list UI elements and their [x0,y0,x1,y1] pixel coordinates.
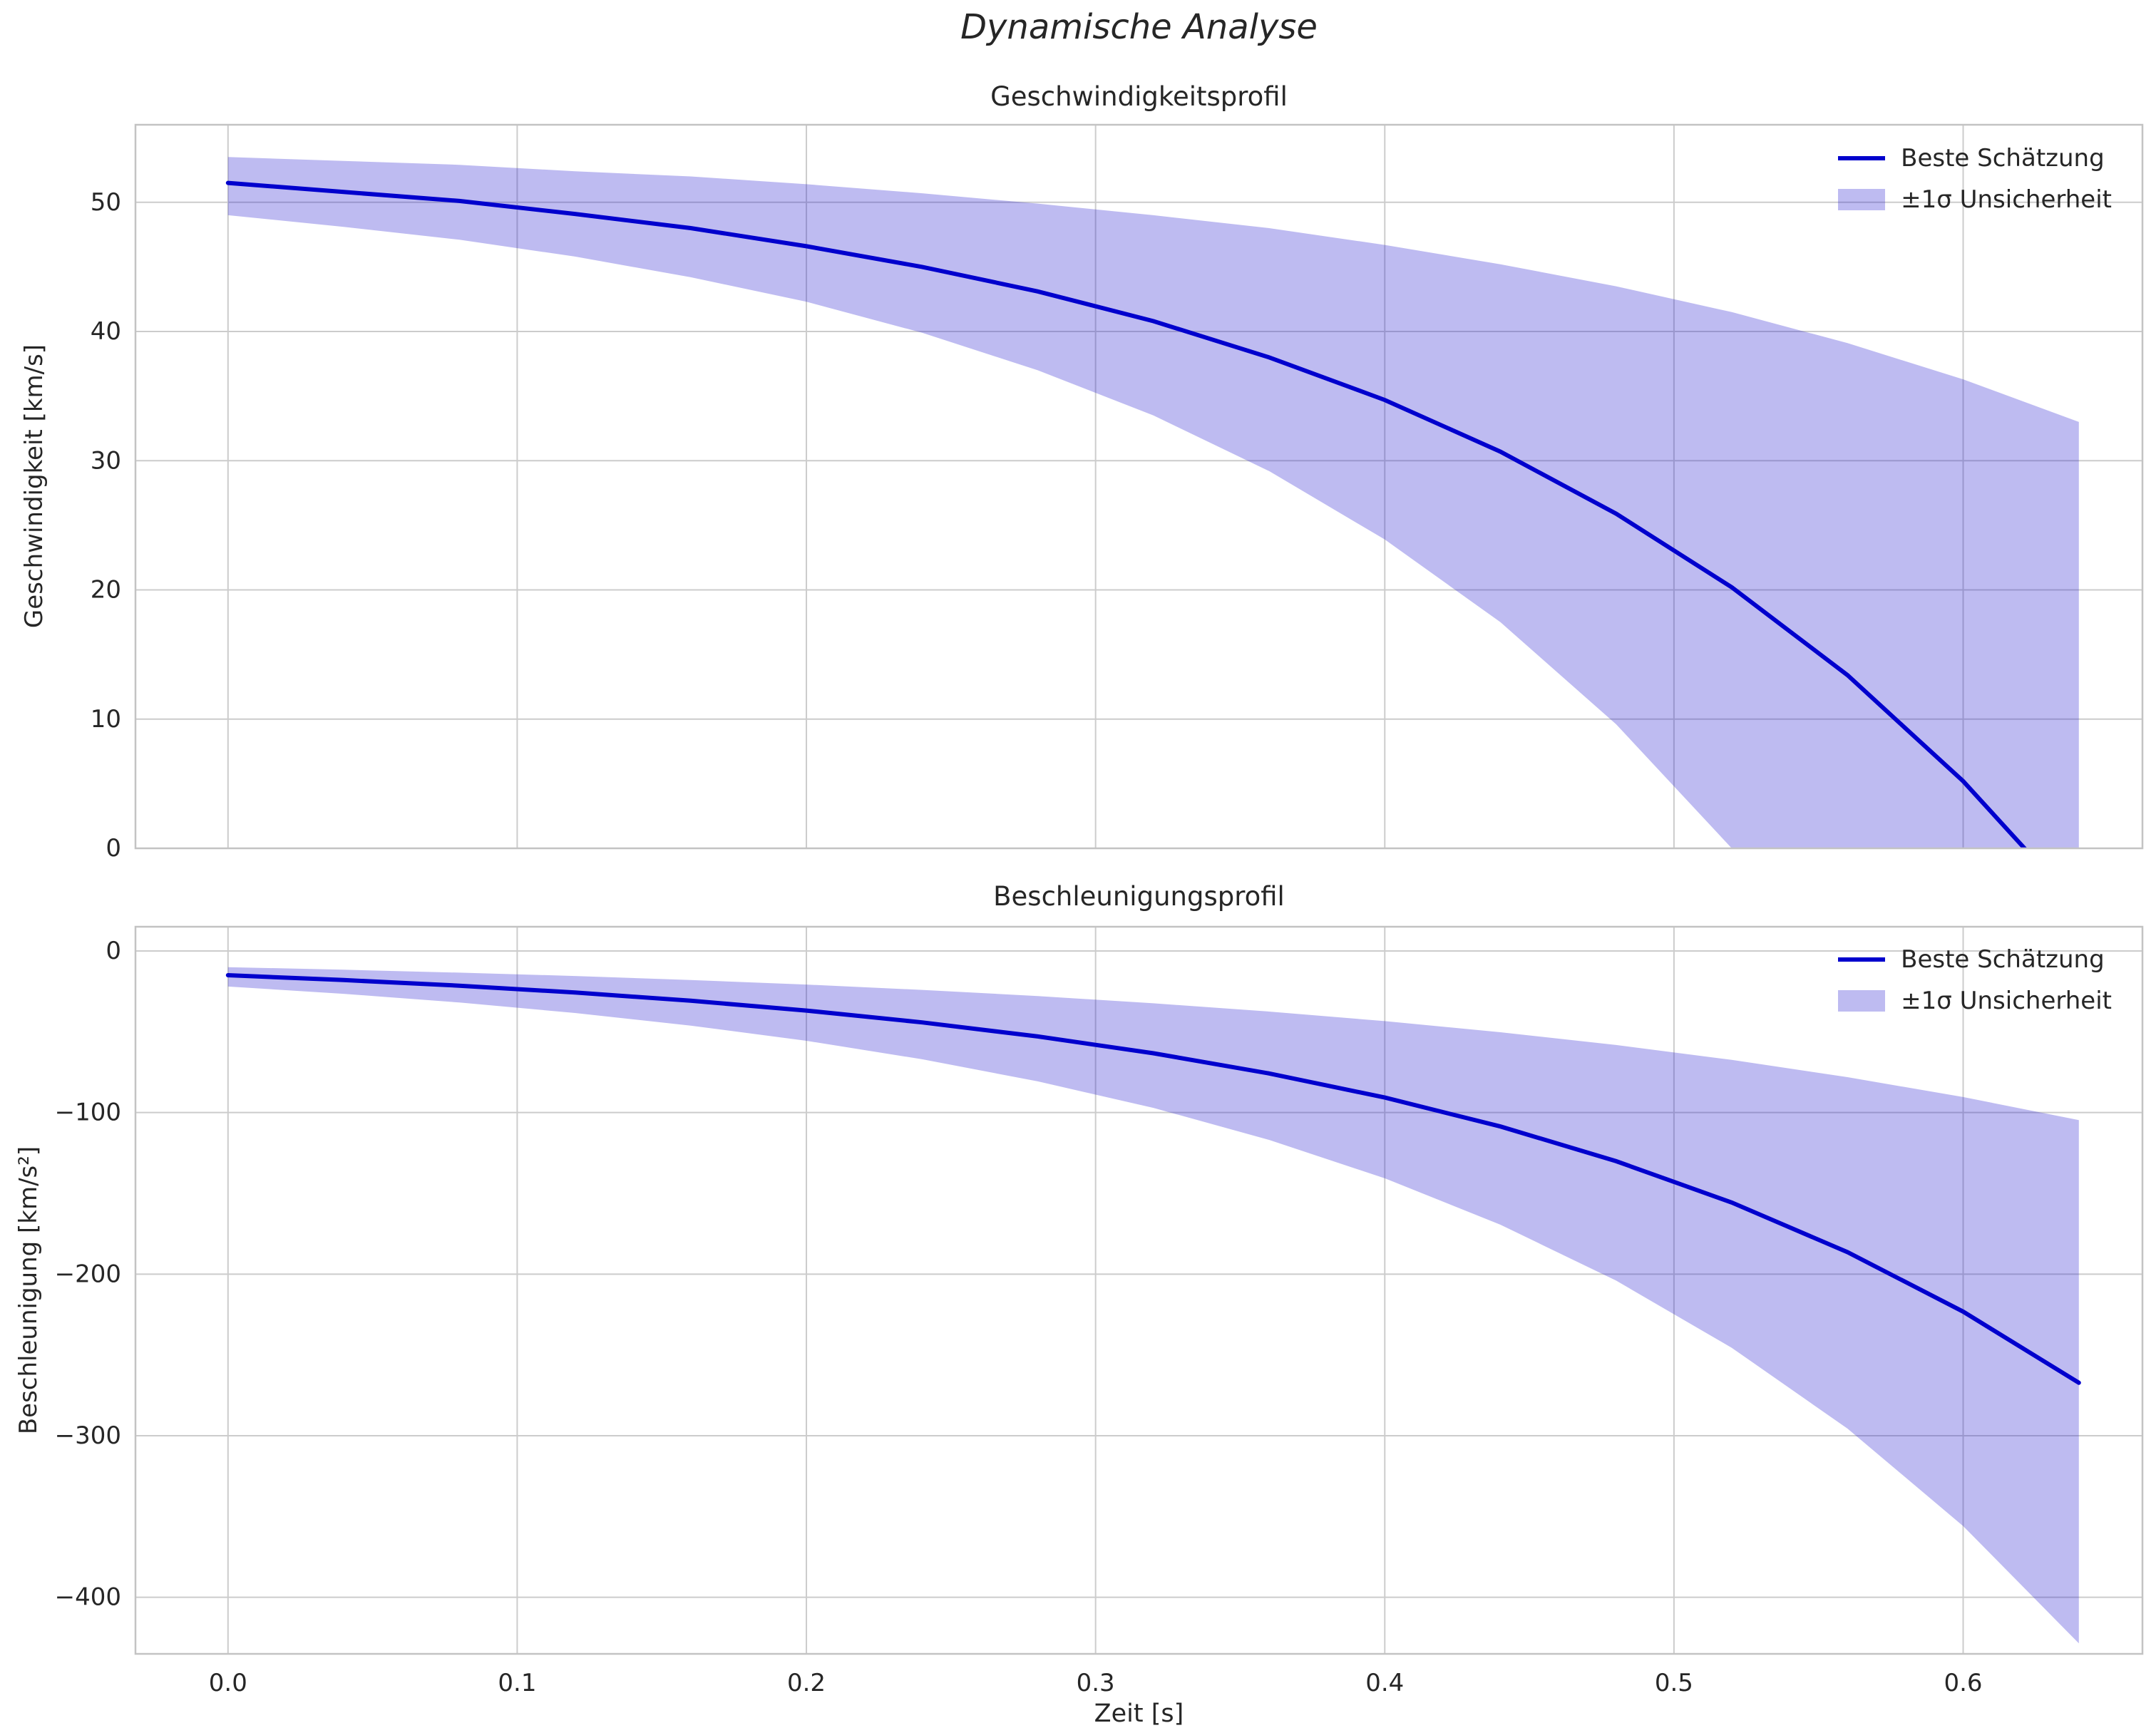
y-tick-label: 40 [91,317,121,346]
acceleration-legend: Beste Schätzung ±1σ Unsicherheit [1828,938,2122,1022]
velocity-legend: Beste Schätzung ±1σ Unsicherheit [1828,137,2122,221]
acceleration-plot: 0 −100 −200 −300 −400 0.0 0.1 0.2 0.3 0.4 0.5 0.6 [55,925,2144,1697]
legend-band-label: ±1σ Unsicherheit [1901,185,2112,214]
y-tick-label: 30 [91,446,121,475]
x-tick-label: 0.0 [209,1669,247,1697]
y-tick-label: 0 [106,834,121,863]
acceleration-y-axis-label: Beschleunigung [km/s²] [14,1146,43,1435]
best-estimate-line [225,180,2028,848]
velocity-y-axis-label: Geschwindigkeit [km/s] [20,344,48,629]
x-tick-label: 0.4 [1365,1669,1404,1697]
velocity-subplot-title: Geschwindigkeitsprofil [990,81,1288,112]
x-tick-label: 0.5 [1655,1669,1693,1697]
legend-item-best-estimate: Beste Schätzung [1838,945,2112,974]
legend-band-label: ±1σ Unsicherheit [1901,987,2112,1015]
velocity-plot: 0 10 20 30 40 50 [91,123,2144,863]
legend-item-uncertainty: ±1σ Unsicherheit [1838,185,2112,214]
y-tick-label: −400 [55,1583,121,1612]
acceleration-subplot-title: Beschleunigungsprofil [993,881,1285,912]
y-tick-label: 10 [91,705,121,734]
legend-band-swatch [1838,990,1886,1012]
legend-item-uncertainty: ±1σ Unsicherheit [1838,987,2112,1015]
y-tick-label: 0 [106,937,121,965]
axes-frame [134,123,2144,850]
y-tick-label: −100 [55,1099,121,1127]
best-estimate-line [225,973,2081,1385]
axes-frame [134,925,2144,1655]
legend-line-swatch [1838,156,1886,160]
x-tick-label: 0.6 [1944,1669,1982,1697]
y-tick-label: −200 [55,1260,121,1288]
y-tick-label: 20 [91,576,121,605]
x-tick-label: 0.3 [1077,1669,1115,1697]
uncertainty-band [227,967,2079,1644]
legend-line-label: Beste Schätzung [1901,144,2105,173]
legend-line-swatch [1838,957,1886,962]
x-tick-label: 0.1 [498,1669,536,1697]
legend-band-swatch [1838,189,1886,210]
figure-title: Dynamische Analyse [960,7,1318,47]
x-axis-label: Zeit [s] [1094,1699,1184,1728]
x-tick-label: 0.2 [787,1669,826,1697]
legend-item-best-estimate: Beste Schätzung [1838,144,2112,173]
y-tick-label: −300 [55,1421,121,1450]
uncertainty-band [227,157,2079,848]
y-tick-label: 50 [91,188,121,217]
legend-line-label: Beste Schätzung [1901,945,2105,974]
